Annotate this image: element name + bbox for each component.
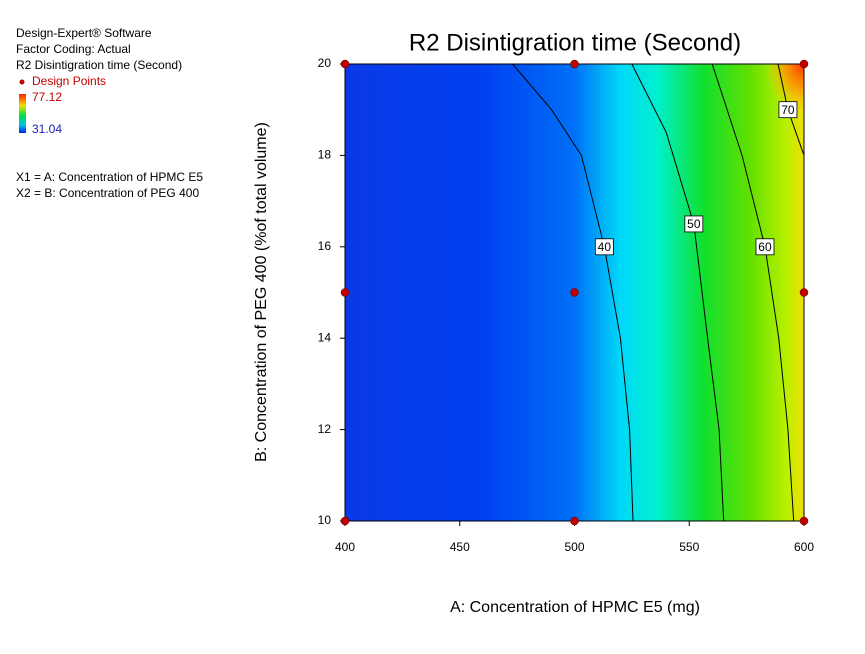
- y-tick-label: 16: [318, 239, 332, 253]
- colorbar: [19, 94, 26, 133]
- factor: X2 = B: Concentration of PEG 400: [16, 186, 199, 200]
- design-point: [570, 59, 579, 69]
- design-point: [570, 288, 579, 297]
- info: R2 Disintigration time (Second): [16, 58, 182, 72]
- info: Factor Coding: Actual: [16, 42, 131, 56]
- contour-label: 60: [758, 240, 772, 254]
- y-tick-label: 18: [318, 148, 332, 162]
- x-tick-label: 600: [794, 540, 814, 554]
- legend-marker: [19, 79, 25, 85]
- design-point: [340, 59, 350, 69]
- design-point: [799, 516, 809, 526]
- colorbar-max: 77.12: [32, 90, 62, 104]
- design-point: [340, 516, 350, 526]
- x-tick-label: 400: [335, 540, 355, 554]
- design-point: [799, 288, 809, 297]
- info: Design-Expert® Software: [16, 26, 152, 40]
- x-tick-label: 550: [679, 540, 699, 554]
- design-point: [570, 516, 579, 526]
- x-tick-label: 500: [564, 540, 584, 554]
- y-tick-label: 20: [318, 56, 332, 70]
- factor: X1 = A: Concentration of HPMC E5: [16, 170, 203, 184]
- contour-line: [711, 63, 795, 522]
- x-axis-label: A: Concentration of HPMC E5 (mg): [450, 599, 700, 616]
- design-point: [799, 59, 809, 69]
- legend-label: Design Points: [32, 74, 106, 88]
- y-tick-label: 12: [318, 422, 332, 436]
- contour-label: 40: [598, 240, 612, 254]
- contour-label-box: [755, 238, 775, 256]
- contour-label-box: [778, 101, 798, 119]
- contour-fill-hot: [690, 64, 804, 214]
- contour-label-box: [684, 215, 704, 233]
- colorbar-min: 31.04: [32, 122, 62, 136]
- contour-label-box: [594, 238, 614, 256]
- design-point: [340, 288, 350, 297]
- x-tick-label: 450: [450, 540, 470, 554]
- contour-line: [631, 63, 725, 522]
- contour-label: 50: [687, 217, 701, 231]
- contour-label: 70: [781, 103, 795, 117]
- y-tick-label: 10: [318, 513, 332, 527]
- y-tick-label: 14: [318, 330, 332, 344]
- y-axis-label: B: Concentration of PEG 400 (%of total v…: [253, 122, 270, 462]
- chart-title: R2 Disintigration time (Second): [409, 29, 741, 56]
